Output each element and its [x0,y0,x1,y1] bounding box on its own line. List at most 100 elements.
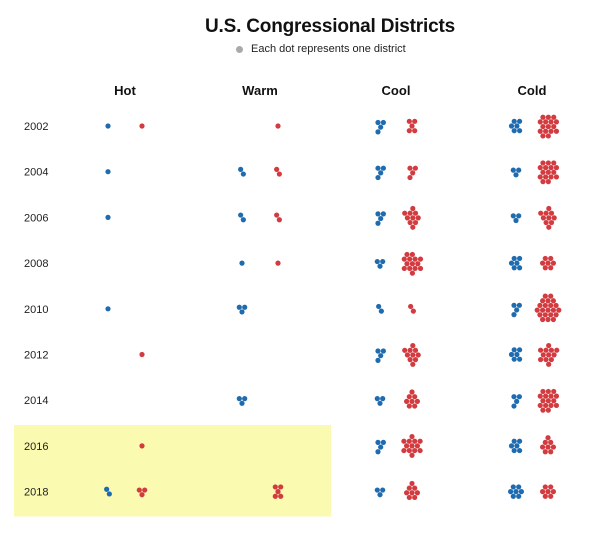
dot-blue-2018-cold [519,489,524,494]
dot-red-2006-cool [413,220,418,225]
dot-red-2006-cold [546,225,551,230]
dot-red-2006-cool [402,211,407,216]
dot-red-2006-cool [405,215,410,220]
dot-red-2010-cold [535,308,540,313]
dot-red-2002-cool [407,128,412,133]
dot-red-2008-cool [418,266,423,271]
dot-red-2010-cold [554,312,559,317]
dot-red-2014-cool [412,403,417,408]
row-label-2010: 2010 [24,304,48,316]
dot-blue-2018-cool [380,487,385,492]
dot-red-2004-cold [543,174,548,179]
dot-red-2018-cool [412,485,417,490]
dot-red-2018-hot [137,487,142,492]
dot-red-2010-cold [554,303,559,308]
row-label-2016: 2016 [24,441,48,453]
dot-red-2008-cold [543,256,548,261]
dot-red-2016-cool [404,443,409,448]
dot-red-2004-cold [551,170,556,175]
dot-blue-2008-cold [509,261,514,266]
dot-blue-2016-cold [517,439,522,444]
dot-red-2016-cool [409,453,414,458]
dot-red-2002-cool [412,128,417,133]
dot-red-2014-cold [540,398,545,403]
dot-red-2012-cool [405,352,410,357]
dot-blue-2002-cold [517,119,522,124]
dot-red-2010-cold [556,308,561,313]
dot-blue-2016-cool [381,440,386,445]
dot-blue-2014-warm [239,401,244,406]
dot-blue-2010-warm [239,309,244,314]
dot-red-2006-cool [408,220,413,225]
dot-red-2018-warm [273,484,278,489]
dot-red-2016-cool [409,443,414,448]
dot-blue-2010-cool [379,309,384,314]
dot-blue-2016-cold [514,443,519,448]
dot-red-2010-cold [551,298,556,303]
dot-blue-2008-cold [512,265,517,270]
dot-red-2018-warm [275,489,280,494]
dot-red-2002-cold [546,115,551,120]
dot-red-2016-hot [139,443,144,448]
dot-red-2016-cold [545,444,550,449]
dot-red-2010-cold [540,298,545,303]
dot-red-2002-cold [546,133,551,138]
dot-red-2016-cold [548,449,553,454]
dot-blue-2018-cold [513,489,518,494]
dot-red-2008-cool [407,266,412,271]
dot-blue-2006-cool [381,211,386,216]
dot-blue-2012-cold [512,347,517,352]
dot-red-2016-cold [540,444,545,449]
dot-red-2006-cool [416,215,421,220]
dot-red-2006-cold [544,220,549,225]
dot-blue-2016-cold [517,448,522,453]
dot-blue-2018-hot [104,487,109,492]
dot-red-2014-cold [546,389,551,394]
dot-red-2002-cool [412,119,417,124]
dot-blue-2014-cold [517,394,522,399]
row-label-2002: 2002 [24,121,48,133]
dot-red-2012-cool [410,352,415,357]
dot-red-2016-cold [543,440,548,445]
dot-blue-2004-warm [238,167,243,172]
dot-blue-2016-cold [509,443,514,448]
dot-red-2012-cold [538,348,543,353]
dot-red-2012-cool [416,352,421,357]
dot-red-2014-cool [407,403,412,408]
dot-red-2014-cold [551,389,556,394]
dot-red-2018-warm [278,484,283,489]
dot-red-2004-cool [410,170,415,175]
dot-red-2010-cold [545,298,550,303]
dot-blue-2004-cool [375,175,380,180]
dot-red-2012-cold [543,348,548,353]
dot-red-2012-cold [538,357,543,362]
dot-red-2010-cold [545,308,550,313]
dot-red-2008-cold [551,261,556,266]
dot-blue-2018-cool [375,487,380,492]
dot-blue-2012-cool [381,348,386,353]
dot-red-2018-cool [409,490,414,495]
dot-blue-2006-cold [513,218,518,223]
dot-blue-2002-cool [375,120,380,125]
column-header-cold: Cold [518,83,547,98]
dot-blue-2014-warm [242,396,247,401]
dot-red-2016-cool [409,434,414,439]
dot-blue-2014-cool [375,396,380,401]
dot-red-2016-cool [415,443,420,448]
dot-blue-2006-hot [105,215,110,220]
dot-red-2012-cool [402,348,407,353]
dot-red-2008-cool [402,256,407,261]
dot-red-2018-hot [139,492,144,497]
dot-red-2002-cold [540,115,545,120]
dot-red-2004-cool [413,166,418,171]
dot-red-2018-cold [551,489,556,494]
dot-red-2018-warm [273,494,278,499]
dot-red-2004-cold [548,174,553,179]
dot-red-2010-cold [537,303,542,308]
dot-red-2002-warm [275,123,280,128]
dot-blue-2018-cold [516,494,521,499]
dot-red-2012-cool [408,357,413,362]
dot-red-2014-cold [543,403,548,408]
dot-red-2008-warm [275,261,280,266]
